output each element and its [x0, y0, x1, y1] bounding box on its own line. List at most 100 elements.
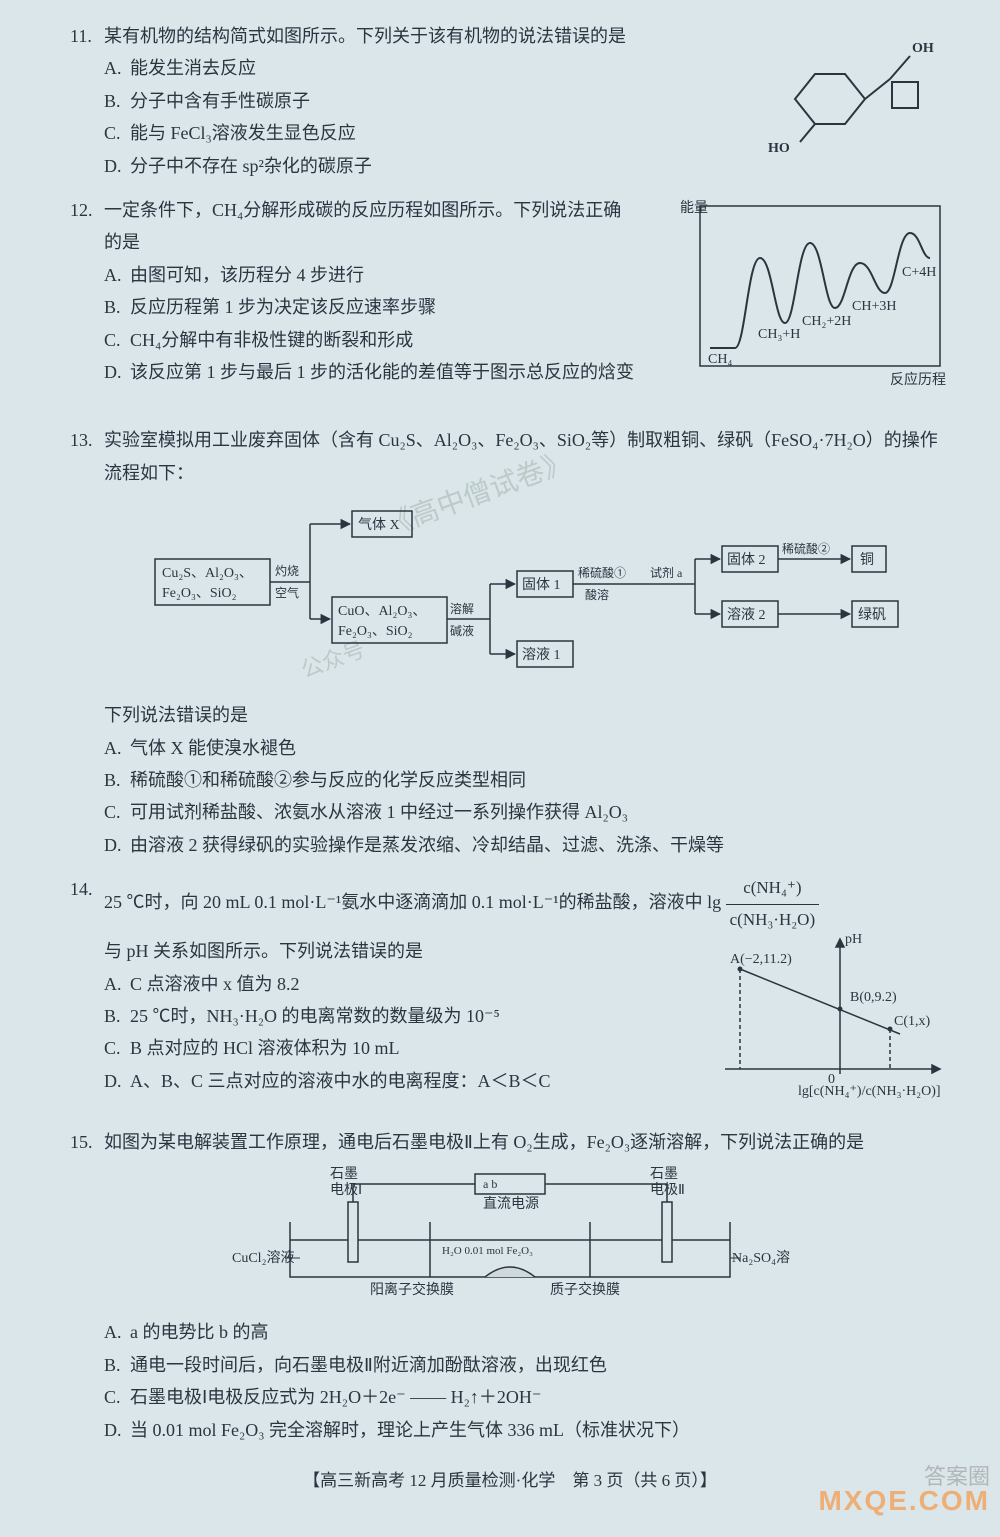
flow-sol2: 溶液 2 [727, 607, 766, 623]
opt-label: C. [104, 117, 130, 149]
q11-opt-b: 分子中含有手性碳原子 [130, 85, 750, 117]
question-11: OH HO 11. 某有机物的结构简式如图所示。下列关于该有机物的说法错误的是 … [70, 20, 950, 182]
flow-suanjie: 酸溶 [585, 587, 609, 602]
opt-label: C. [104, 796, 130, 828]
q14-fraction: c(NH₄⁺) c(NH₃·H₂O) [726, 873, 820, 935]
q11-opt-a: 能发生消去反应 [130, 52, 750, 84]
opt-label: A. [104, 1316, 130, 1348]
q12-energy-diagram: 能量 反应历程 CH₄ CH₃+H CH₂+2H CH+3H C+4H [680, 198, 950, 408]
q12-opt-b: 反应历程第 1 步为决定该反应速率步骤 [130, 291, 670, 323]
opt-label: B. [104, 764, 130, 796]
flow-rongjie: 溶解 [450, 601, 474, 616]
q15-opt-c: 石墨电极Ⅰ电极反应式为 2H₂O＋2e⁻ —— H₂↑＋2OH⁻ [130, 1381, 950, 1413]
q15-shimo-1: 石墨 [330, 1167, 358, 1182]
q14-xlabel: lg[c(NH₄⁺)/c(NH₃·H₂O)] [798, 1084, 941, 1099]
opt-label: C. [104, 324, 130, 356]
flow-solid1: 固体 1 [522, 577, 561, 593]
q12-lab-ch3h2: CH+3H [852, 299, 896, 314]
opt-label: A. [104, 52, 130, 84]
opt-label: C. [104, 1032, 130, 1064]
q11-oh-label: OH [912, 41, 934, 56]
q13-opt-c: 可用试剂稀盐酸、浓氨水从溶液 1 中经过一系列操作获得 Al₂O₃ [130, 796, 950, 828]
q13-stem: 实验室模拟用工业废弃固体（含有 Cu₂S、Al₂O₃、Fe₂O₃、SiO₂等）制… [104, 424, 950, 489]
q15-opt-a: a 的电势比 b 的高 [130, 1316, 950, 1348]
q14-ptB: B(0,9.2) [850, 990, 897, 1005]
opt-label: C. [104, 1381, 130, 1413]
opt-label: D. [104, 829, 130, 861]
q14-opt-b: 25 ℃时，NH₃·H₂O 的电离常数的数量级为 10⁻⁵ [130, 1000, 680, 1032]
q14-opt-c: B 点对应的 HCl 溶液体积为 10 mL [130, 1032, 680, 1064]
opt-label: D. [104, 150, 130, 182]
opt-label: A. [104, 732, 130, 764]
flow-start-l2: Fe₂O₃、SiO₂ [162, 586, 237, 601]
watermark-url: MXQE.COM [818, 1476, 990, 1526]
q14-frac-den: c(NH₃·H₂O) [726, 905, 820, 936]
q13-opt-d: 由溶液 2 获得绿矾的实验操作是蒸发浓缩、冷却结晶、过滤、洗涤、干燥等 [130, 829, 950, 861]
q14-frac-num: c(NH₄⁺) [726, 873, 820, 905]
q15-dc: 直流电源 [483, 1195, 539, 1212]
q12-stem-a: 一定条件下，CH₄分解形成碳的反应历程如图所示。下列说法正确 [104, 200, 621, 220]
q13-number: 13. [70, 424, 104, 489]
q15-stem: 如图为某电解装置工作原理，通电后石墨电极Ⅱ上有 O₂生成，Fe₂O₃逐渐溶解，下… [104, 1126, 950, 1158]
question-14: 14. 25 ℃时，向 20 mL 0.1 mol·L⁻¹氨水中逐滴滴加 0.1… [70, 873, 950, 1114]
opt-label: D. [104, 356, 130, 388]
q11-opt-c: 能与 FeCl₃溶液发生显色反应 [130, 117, 750, 149]
q15-apparatus-figure: 石墨 电极Ⅰ 石墨 电极Ⅱ a b 直流电源 CuCl₂溶液 Na₂SO₄溶液 … [70, 1162, 950, 1312]
q12-lab-c4h: C+4H [902, 265, 936, 280]
q13-opt-a: 气体 X 能使溴水褪色 [130, 732, 950, 764]
q15-ab: a b [483, 1177, 497, 1191]
q13-lead: 下列说法错误的是 [104, 699, 950, 731]
q15-number: 15. [70, 1126, 104, 1158]
flow-shiji: 试剂 a [650, 565, 683, 580]
opt-label: A. [104, 259, 130, 291]
q15-zhi: 质子交换膜 [550, 1281, 620, 1298]
flow-cu: 铜 [860, 552, 874, 568]
q14-ptA: A(−2,11.2) [730, 952, 792, 967]
opt-label: B. [104, 85, 130, 117]
opt-label: A. [104, 968, 130, 1000]
flow-sol1: 溶液 1 [522, 647, 561, 663]
q14-stem-a: 25 ℃时，向 20 mL 0.1 mol·L⁻¹氨水中逐滴滴加 0.1 mol… [104, 892, 726, 912]
q12-lab-ch3h: CH₃+H [758, 327, 800, 342]
q12-ylabel: 能量 [680, 200, 708, 216]
q11-number: 11. [70, 20, 104, 52]
flow-start-l1: Cu₂S、Al₂O₃、 [162, 566, 253, 581]
q15-dianji2: 电极Ⅱ [650, 1182, 685, 1198]
flow-jianye: 碱液 [450, 623, 474, 638]
q12-number: 12. [70, 194, 104, 259]
opt-label: B. [104, 1349, 130, 1381]
q14-graph: pH A(−2,11.2) B(0,9.2) C(1,x) 0 lg[c(NH₄… [690, 929, 950, 1109]
q15-na2so4: Na₂SO₄溶液 [732, 1250, 790, 1266]
q14-ptC: C(1,x) [894, 1014, 931, 1029]
flow-xih2so4-1: 稀硫酸① [578, 565, 626, 580]
q15-opt-b: 通电一段时间后，向石墨电极Ⅱ附近滴加酚酞溶液，出现红色 [130, 1349, 950, 1381]
q14-opt-a: C 点溶液中 x 值为 8.2 [130, 968, 680, 1000]
question-12: 能量 反应历程 CH₄ CH₃+H CH₂+2H CH+3H C+4H 12. … [70, 194, 950, 412]
q12-opt-a: 由图可知，该历程分 4 步进行 [130, 259, 670, 291]
q12-opt-d: 该反应第 1 步与最后 1 步的活化能的差值等于图示总反应的焓变 [130, 356, 670, 388]
q11-structure-figure: OH HO [760, 24, 950, 174]
q12-opt-c: CH₄分解中有非极性键的断裂和形成 [130, 324, 670, 356]
opt-label: B. [104, 1000, 130, 1032]
opt-label: D. [104, 1414, 130, 1446]
q14-number: 14. [70, 873, 104, 935]
flow-gas-x: 气体 X [358, 517, 400, 533]
q12-stem-b: 的是 [104, 232, 140, 252]
q11-ho-label: HO [768, 141, 790, 156]
question-15: 15. 如图为某电解装置工作原理，通电后石墨电极Ⅱ上有 O₂生成，Fe₂O₃逐渐… [70, 1126, 950, 1446]
q11-opt-d: 分子中不存在 sp²杂化的碳原子 [130, 150, 750, 182]
q15-dianji1: 电极Ⅰ [330, 1182, 362, 1198]
flow-xih2so4-2: 稀硫酸② [782, 541, 830, 556]
q15-yang: 阳离子交换膜 [370, 1281, 454, 1298]
flow-oxide-l2: Fe₂O₃、SiO₂ [338, 624, 413, 639]
flow-lvfan: 绿矾 [858, 607, 886, 623]
opt-label: B. [104, 291, 130, 323]
flow-roast-l2: 空气 [275, 585, 299, 600]
question-13: 13. 实验室模拟用工业废弃固体（含有 Cu₂S、Al₂O₃、Fe₂O₃、SiO… [70, 424, 950, 861]
q15-shimo-2: 石墨 [650, 1167, 678, 1182]
q13-flowchart: Cu₂S、Al₂O₃、 Fe₂O₃、SiO₂ 灼烧 空气 气体 X CuO、Al… [150, 499, 950, 689]
q11-stem: 某有机物的结构简式如图所示。下列关于该有机物的说法错误的是 [104, 20, 750, 52]
q12-lab-ch22h: CH₂+2H [802, 314, 851, 329]
q12-lab-ch4: CH₄ [708, 352, 732, 367]
q12-xlabel: 反应历程 [890, 371, 946, 388]
